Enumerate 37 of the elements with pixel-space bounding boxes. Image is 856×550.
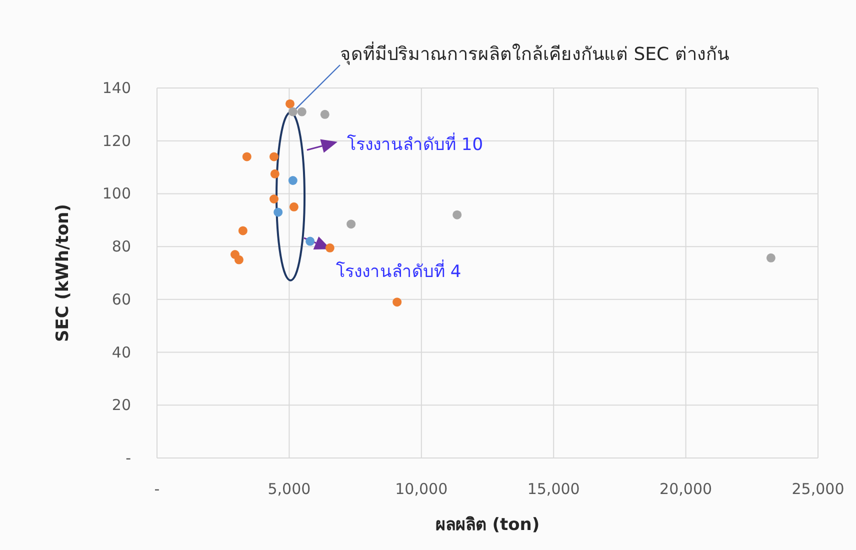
- y-tick-label: -: [126, 449, 131, 467]
- x-axis-title: ผลผลิต (ton): [435, 515, 540, 535]
- point: [320, 110, 330, 119]
- y-tick-label: 20: [112, 396, 131, 414]
- x-tick-label: 25,000: [792, 480, 844, 498]
- x-tick-label: 15,000: [527, 480, 580, 498]
- point: [392, 298, 402, 307]
- point: [452, 210, 462, 220]
- point: [288, 176, 298, 185]
- point: [346, 220, 356, 229]
- x-tick-label: 20,000: [660, 480, 712, 498]
- y-tick-label: 40: [112, 343, 131, 362]
- x-tick-label: 5,000: [268, 480, 311, 498]
- annotation: โรงงานลำดับที่ 10: [347, 132, 484, 155]
- point: [238, 226, 248, 236]
- point: [274, 208, 283, 217]
- y-tick-label: 140: [102, 79, 131, 97]
- x-tick-label: -: [154, 480, 160, 498]
- point: [289, 202, 298, 212]
- point: [285, 99, 294, 108]
- x-tick-label: 10,000: [395, 480, 448, 498]
- point: [269, 194, 278, 204]
- point: [242, 152, 252, 162]
- point: [270, 169, 280, 178]
- y-tick-label: 100: [102, 184, 131, 203]
- point: [325, 243, 334, 252]
- y-tick-label: 80: [112, 238, 131, 256]
- annotation: จุดที่มีปริมาณการผลิตใกล้เคียงกันแต่ SEC ต่างกัน: [340, 41, 729, 65]
- point: [269, 152, 278, 162]
- y-tick-label: 60: [112, 290, 131, 308]
- point: [766, 253, 776, 262]
- point: [297, 107, 306, 116]
- point: [234, 255, 244, 264]
- point: [288, 107, 298, 116]
- y-axis-title: SEC (kWh/ton): [53, 204, 73, 342]
- annotation: โรงงานลำดับที่ 4: [336, 259, 462, 282]
- y-tick-label: 120: [102, 132, 131, 150]
